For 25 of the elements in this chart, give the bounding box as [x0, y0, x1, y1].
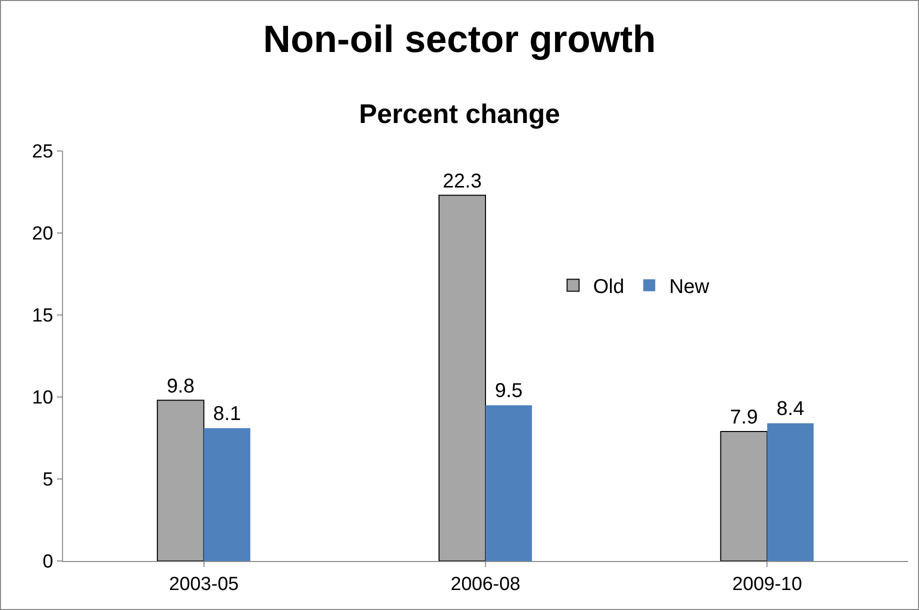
y-tick-label: 15: [32, 306, 54, 327]
data-label: 7.9: [730, 406, 758, 428]
y-tick-label: 10: [32, 388, 54, 409]
y-tick-label: 20: [32, 224, 54, 245]
x-tick-label: 2006-08: [450, 574, 520, 595]
y-tick-label: 5: [42, 470, 54, 491]
bar: [767, 423, 814, 561]
data-label: 8.4: [776, 398, 804, 420]
bar: [438, 194, 486, 561]
data-label: 8.1: [213, 403, 241, 426]
legend-label: New: [669, 276, 710, 298]
bar: [486, 405, 532, 561]
y-tick-label: 25: [32, 142, 54, 163]
chart-title: Non-oil sector growth: [263, 18, 656, 61]
y-tick-label: 0: [42, 552, 54, 573]
bar: [720, 430, 768, 561]
x-tick-label: 2003-05: [168, 574, 239, 595]
data-label: 22.3: [442, 170, 482, 192]
x-tick-label: 2009-10: [732, 574, 802, 595]
bar: [204, 428, 250, 561]
data-label: 9.5: [494, 380, 523, 402]
data-label: 9.8: [166, 375, 194, 398]
bar: [156, 400, 204, 561]
legend-label: Old: [593, 276, 624, 298]
chart-subtitle: Percent change: [358, 99, 560, 130]
